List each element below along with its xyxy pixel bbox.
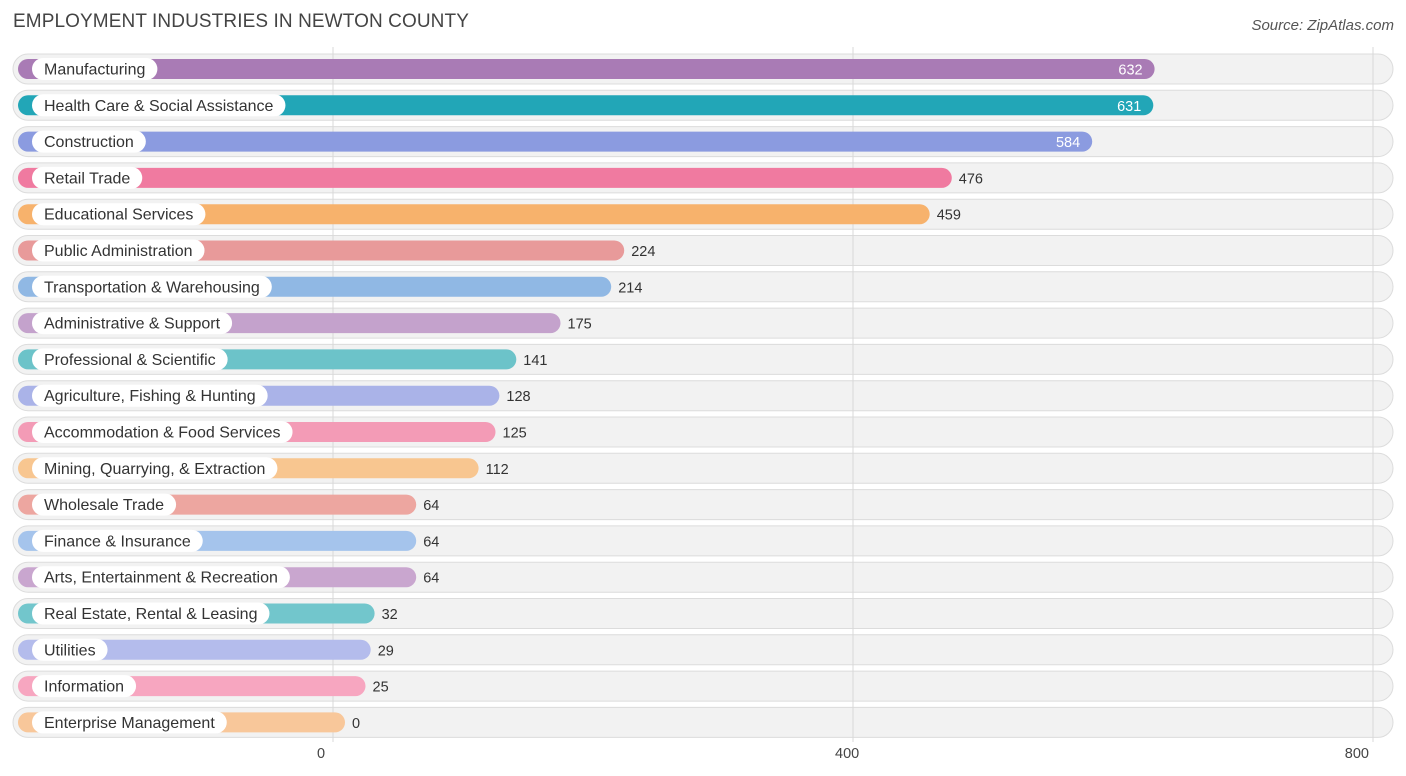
x-tick-label: 400 xyxy=(835,746,859,762)
category-pill xyxy=(32,457,278,480)
value-label: 125 xyxy=(503,426,527,442)
category-label: Enterprise Management xyxy=(44,715,215,732)
value-label: 64 xyxy=(423,534,439,550)
value-label: 25 xyxy=(373,680,389,696)
value-label: 128 xyxy=(506,389,530,405)
category-pill xyxy=(32,675,137,698)
value-label: 175 xyxy=(568,317,592,333)
value-label: 112 xyxy=(486,462,509,478)
row-track-enterprise-management xyxy=(12,706,1394,738)
bar-construction[interactable] xyxy=(18,131,1093,152)
value-label: 459 xyxy=(937,208,961,224)
chart-title: EMPLOYMENT INDUSTRIES IN NEWTON COUNTY xyxy=(13,11,469,32)
category-label: Arts, Entertainment & Recreation xyxy=(44,570,278,587)
bar-manufacturing[interactable] xyxy=(18,59,1155,79)
category-label: Health Care & Social Assistance xyxy=(44,98,274,115)
category-pill xyxy=(32,493,177,516)
value-label: 476 xyxy=(959,171,983,187)
category-label: Administrative & Support xyxy=(44,316,221,333)
value-label: 64 xyxy=(423,571,439,587)
value-label: 631 xyxy=(1117,99,1141,115)
category-label: Utilities xyxy=(44,642,96,659)
value-label: 141 xyxy=(523,353,547,369)
category-label: Finance & Insurance xyxy=(44,533,191,550)
category-label: Real Estate, Rental & Leasing xyxy=(44,606,257,623)
category-pill xyxy=(32,312,233,335)
value-label: 584 xyxy=(1056,135,1080,151)
category-label: Accommodation & Food Services xyxy=(44,425,281,442)
bar-educational-services[interactable] xyxy=(18,204,930,225)
category-pill xyxy=(32,421,293,443)
category-pill xyxy=(32,348,228,371)
category-label: Information xyxy=(44,679,124,696)
value-label: 64 xyxy=(423,498,439,514)
value-label: 224 xyxy=(631,244,655,260)
category-pill xyxy=(32,602,270,625)
category-pill xyxy=(32,275,272,298)
value-label: 29 xyxy=(378,643,394,659)
category-label: Public Administration xyxy=(44,243,193,260)
category-label: Retail Trade xyxy=(44,170,130,187)
x-tick-label: 0 xyxy=(317,746,325,762)
category-pill xyxy=(32,566,290,589)
category-label: Mining, Quarrying, & Extraction xyxy=(44,461,265,478)
category-pill xyxy=(32,166,143,189)
category-pill xyxy=(32,529,203,552)
value-label: 214 xyxy=(618,280,642,296)
x-tick-label: 800 xyxy=(1345,746,1369,762)
category-pill xyxy=(32,58,158,80)
category-label: Agriculture, Fishing & Hunting xyxy=(44,388,256,405)
category-label: Educational Services xyxy=(44,207,193,224)
bar-retail-trade[interactable] xyxy=(18,167,952,188)
category-pill xyxy=(32,94,286,117)
category-label: Professional & Scientific xyxy=(44,352,216,369)
category-label: Transportation & Warehousing xyxy=(44,279,260,296)
category-label: Construction xyxy=(44,134,134,151)
value-label: 0 xyxy=(352,716,360,732)
value-label: 632 xyxy=(1118,63,1142,79)
category-pill xyxy=(32,203,206,226)
category-pill xyxy=(32,130,146,153)
category-label: Manufacturing xyxy=(44,62,145,79)
category-pill xyxy=(32,239,205,262)
bars: Manufacturing 632 Health Care & Social Ass… xyxy=(18,58,1155,734)
category-label: Wholesale Trade xyxy=(44,497,164,514)
value-label: 32 xyxy=(382,607,398,623)
category-pill xyxy=(32,711,227,734)
category-pill xyxy=(32,638,108,661)
source-note: Source: ZipAtlas.com xyxy=(1251,17,1394,34)
bar-health-care-and-social-assistance[interactable] xyxy=(18,95,1154,116)
category-pill xyxy=(32,384,268,407)
